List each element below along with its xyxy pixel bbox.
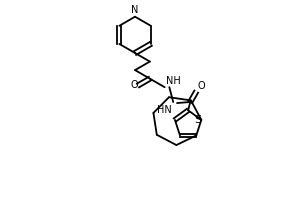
Text: N: N [131, 5, 139, 15]
Text: HN: HN [158, 105, 172, 115]
Text: NH: NH [166, 76, 181, 86]
Text: O: O [130, 80, 138, 90]
Text: O: O [198, 81, 206, 91]
Text: S: S [194, 115, 201, 125]
